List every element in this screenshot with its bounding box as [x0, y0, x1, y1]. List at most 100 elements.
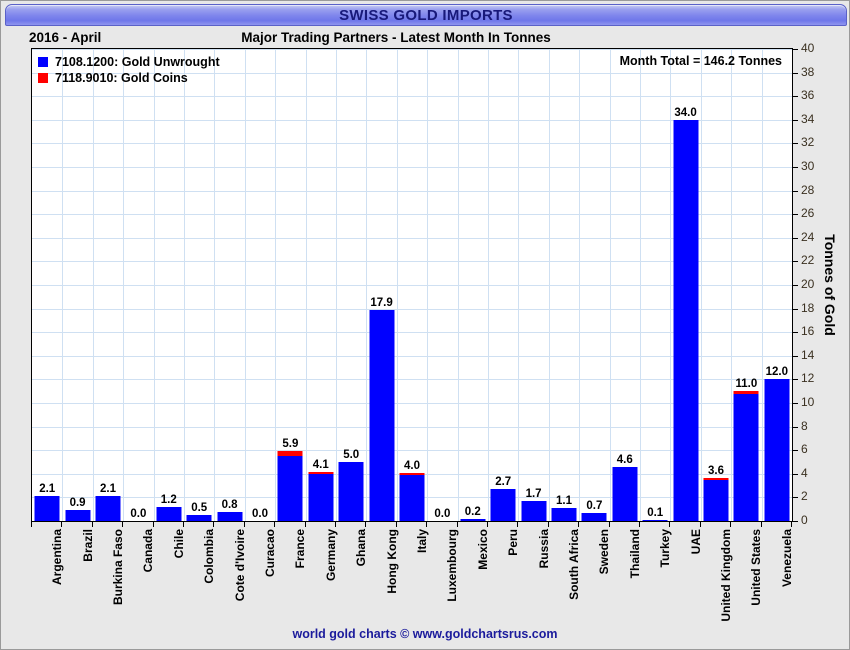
- bar-slot[interactable]: 0.9: [62, 49, 92, 521]
- bar-stack[interactable]: 12.0: [764, 366, 790, 521]
- bar-slot[interactable]: 0.0: [427, 49, 457, 521]
- bar-slot[interactable]: 0.7: [579, 49, 609, 521]
- x-axis-tick-mark: [548, 521, 549, 527]
- bar-stack[interactable]: 1.7: [521, 488, 547, 521]
- x-axis-tick-mark: [153, 521, 154, 527]
- bar-slot[interactable]: 0.0: [123, 49, 153, 521]
- bar-slot[interactable]: 0.8: [214, 49, 244, 521]
- bar-slot[interactable]: 2.1: [32, 49, 62, 521]
- bar-segment-gold-unwrought[interactable]: [338, 462, 364, 521]
- bar-slot[interactable]: 1.7: [518, 49, 548, 521]
- bar-stack[interactable]: 0.8: [217, 499, 243, 521]
- bar-segment-gold-unwrought[interactable]: [612, 466, 638, 521]
- bar-stack[interactable]: 5.9: [277, 438, 303, 521]
- bar-slot[interactable]: 0.5: [184, 49, 214, 521]
- bar-segment-gold-unwrought[interactable]: [399, 474, 425, 521]
- y-axis-tick-label: 2: [801, 489, 808, 504]
- y-axis-tick-mark: [792, 143, 798, 145]
- y-axis-tick-label: 28: [801, 182, 815, 197]
- y-axis-tick-mark: [792, 450, 798, 452]
- bar-stack[interactable]: 0.1: [642, 507, 668, 521]
- y-axis-tick-label: 34: [801, 111, 815, 126]
- x-axis: Argentina Brazil Burkina Faso Canada Chile Co…: [31, 521, 794, 622]
- bar-value-label: 0.0: [251, 508, 268, 520]
- bar-stack[interactable]: 11.0: [733, 378, 759, 521]
- bar-stack[interactable]: 4.1: [308, 459, 334, 521]
- bar-segment-gold-unwrought[interactable]: [95, 496, 121, 521]
- x-axis-label-slot: France: [274, 529, 307, 625]
- x-axis-tick-mark: [791, 521, 792, 527]
- bar-segment-gold-unwrought[interactable]: [642, 519, 668, 521]
- bar-slot[interactable]: 4.6: [610, 49, 640, 521]
- bar-slot[interactable]: 4.1: [306, 49, 336, 521]
- bar-slot[interactable]: 3.6: [701, 49, 731, 521]
- bar-slot[interactable]: 0.0: [245, 49, 275, 521]
- bar-segment-gold-unwrought[interactable]: [308, 473, 334, 521]
- y-axis-tick-label: 12: [801, 371, 815, 386]
- bar-value-label: 2.7: [495, 476, 512, 489]
- y-axis-tick-label: 26: [801, 206, 815, 221]
- bar-stack[interactable]: 0.5: [186, 502, 212, 521]
- bar-segment-gold-unwrought[interactable]: [490, 489, 516, 521]
- bar-slot[interactable]: 2.1: [93, 49, 123, 521]
- bar-segment-gold-unwrought[interactable]: [673, 119, 699, 521]
- bar-slot[interactable]: 1.1: [549, 49, 579, 521]
- bar-stack[interactable]: 0.9: [65, 497, 91, 521]
- chart-subtitle: Major Trading Partners - Latest Month In…: [241, 30, 551, 45]
- bar-segment-gold-unwrought[interactable]: [551, 508, 577, 521]
- bar-stack[interactable]: 0.7: [581, 500, 607, 521]
- x-axis-label-slot: Cote d'Ivoire: [213, 529, 247, 625]
- plot-area: 7108.1200: Gold Unwrought 7118.9010: Gold…: [31, 48, 793, 522]
- bar-slot[interactable]: 2.7: [488, 49, 518, 521]
- bar-value-label: 1.2: [160, 493, 177, 506]
- bar-stack[interactable]: 1.1: [551, 495, 577, 521]
- bar-slot[interactable]: 5.0: [336, 49, 366, 521]
- bar-stack[interactable]: 4.0: [399, 460, 425, 521]
- bar-stack[interactable]: 17.9: [369, 297, 395, 521]
- bar-segment-gold-unwrought[interactable]: [581, 512, 607, 521]
- bar-slot[interactable]: 0.2: [458, 49, 488, 521]
- bar-segment-gold-unwrought[interactable]: [156, 506, 182, 521]
- bar-segment-gold-coins[interactable]: [733, 391, 759, 394]
- y-axis-tick-label: 38: [801, 64, 815, 79]
- bar-stack[interactable]: 0.2: [460, 506, 486, 521]
- y-axis-tick-mark: [792, 521, 798, 522]
- bar-segment-gold-unwrought[interactable]: [277, 456, 303, 521]
- bar-stack[interactable]: 3.6: [703, 465, 729, 521]
- bar-slot[interactable]: 12.0: [762, 49, 792, 521]
- bar-stack[interactable]: 34.0: [673, 107, 699, 521]
- bar-segment-gold-unwrought[interactable]: [521, 500, 547, 521]
- bar-segment-gold-unwrought[interactable]: [703, 479, 729, 521]
- bar-segment-gold-unwrought[interactable]: [186, 515, 212, 521]
- bar-slot[interactable]: 5.9: [275, 49, 305, 521]
- y-axis-tick-label: 24: [801, 229, 815, 244]
- bar-stack[interactable]: 4.6: [612, 454, 638, 521]
- bar-slot[interactable]: 1.2: [154, 49, 184, 521]
- bar-segment-gold-unwrought[interactable]: [733, 393, 759, 521]
- bar-slot[interactable]: 0.1: [640, 49, 670, 521]
- bar-segment-gold-coins[interactable]: [308, 471, 334, 474]
- bar-segment-gold-coins[interactable]: [703, 477, 729, 480]
- y-axis-tick-mark: [792, 426, 798, 428]
- bar-slot[interactable]: 17.9: [366, 49, 396, 521]
- bar-segment-gold-coins[interactable]: [277, 451, 303, 457]
- bar-stack[interactable]: 5.0: [338, 449, 364, 521]
- bar-stack[interactable]: 1.2: [156, 494, 182, 521]
- bar-stack[interactable]: 2.7: [490, 476, 516, 521]
- bar-slot[interactable]: 11.0: [731, 49, 761, 521]
- bar-segment-gold-unwrought[interactable]: [369, 309, 395, 521]
- x-axis-label-slot: Hong Kong: [365, 529, 399, 625]
- bar-segment-gold-unwrought[interactable]: [764, 379, 790, 521]
- bar-segment-gold-unwrought[interactable]: [65, 510, 91, 521]
- x-axis-tick-mark: [669, 521, 670, 527]
- bar-stack[interactable]: 2.1: [34, 483, 60, 521]
- bar-slot[interactable]: 4.0: [397, 49, 427, 521]
- bar-slot[interactable]: 34.0: [670, 49, 700, 521]
- bar-segment-gold-unwrought[interactable]: [217, 511, 243, 521]
- legend-swatch-gold-unwrought: [38, 57, 48, 67]
- bar-segment-gold-unwrought[interactable]: [34, 496, 60, 521]
- x-axis-label-slot: Thailand: [609, 529, 642, 625]
- bar-stack[interactable]: 2.1: [95, 483, 121, 521]
- x-axis-tick-mark: [122, 521, 123, 527]
- bar-segment-gold-unwrought[interactable]: [460, 518, 486, 521]
